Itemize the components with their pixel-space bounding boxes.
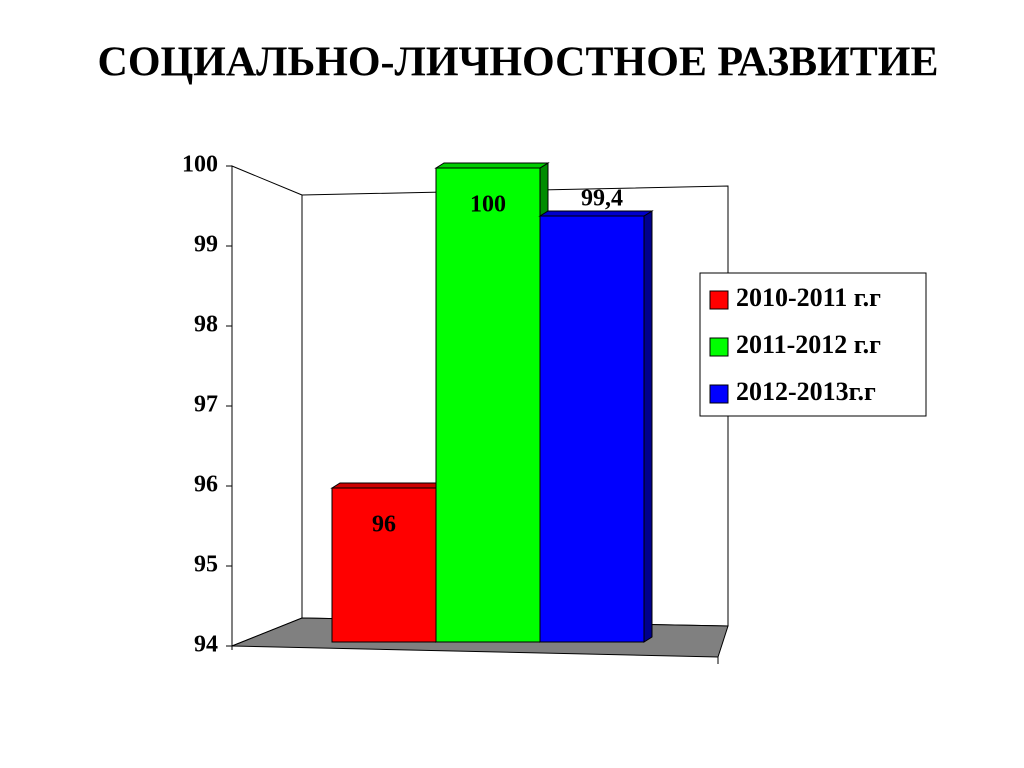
chart-title: СОЦИАЛЬНО-ЛИЧНОСТНОЕ РАЗВИТИЕ (97, 40, 938, 86)
bar-side (643, 210, 653, 643)
y-tick-label: 97 (194, 392, 218, 418)
legend-swatch (709, 290, 729, 310)
bar-top (434, 162, 550, 169)
legend-label: 2011-2012 г.г (736, 330, 881, 359)
y-tick-label: 100 (182, 152, 218, 178)
legend-swatch (709, 337, 729, 357)
y-tick-label: 94 (194, 632, 218, 658)
y-tick-label: 95 (194, 552, 218, 578)
bar (331, 487, 437, 643)
side-wall (231, 165, 303, 647)
bar-top (330, 482, 446, 489)
value-label: 99,4 (581, 186, 623, 212)
legend-box (699, 272, 927, 417)
y-tick-label: 96 (194, 472, 218, 498)
legend-swatch (709, 384, 729, 404)
y-tick-label: 98 (194, 312, 218, 338)
bar (539, 215, 645, 643)
legend-label: 2010-2011 г.г (736, 283, 881, 312)
y-tick-label: 99 (194, 232, 218, 258)
value-label: 100 (470, 192, 506, 218)
legend-label: 2012-2013г.г (736, 377, 876, 406)
bar-top (538, 210, 654, 217)
value-label: 96 (372, 512, 396, 538)
bar (435, 167, 541, 643)
